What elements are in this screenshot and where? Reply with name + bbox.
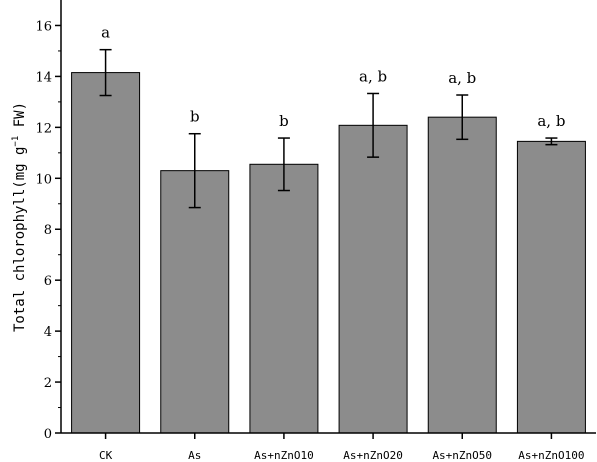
- significance-label: a, b: [537, 112, 565, 130]
- bar: [427, 116, 497, 434]
- x-tick-label: As+nZnO50: [432, 449, 492, 462]
- y-tick-label: 8: [44, 223, 52, 238]
- x-tick-label: As+nZnO20: [343, 449, 403, 462]
- bar: [160, 170, 230, 434]
- x-tick-label: As+nZnO100: [518, 449, 584, 462]
- bars: a b b a, b a, b a, b: [71, 24, 586, 434]
- y-tick-label: 0: [44, 427, 52, 442]
- bar: [249, 163, 319, 434]
- bar: [338, 124, 408, 434]
- y-tick-label: 14: [35, 70, 52, 85]
- x-tick-label: As: [188, 449, 201, 462]
- y-tick-label: 12: [35, 121, 52, 136]
- y-tick-label: 10: [35, 172, 52, 187]
- bar: [516, 140, 586, 434]
- y-tick-label: 4: [44, 325, 52, 340]
- x-tick-labels: CK As As+nZnO10 As+nZnO20 As+nZnO50 As+nZnO10…: [99, 449, 585, 462]
- y-axis-title-text: Total chlorophyll(mg g−1 FW): [11, 102, 28, 332]
- y-tick-label: 16: [35, 19, 52, 34]
- y-axis-title-main: Total chlorophyll(mg g: [12, 147, 28, 332]
- y-ticks: 0 2 4 6 8 10 12 14 16: [35, 19, 61, 442]
- y-axis-title-sup: −1: [11, 136, 21, 147]
- bar: [71, 72, 141, 434]
- significance-label: b: [190, 108, 200, 126]
- y-axis-title-tail: FW): [12, 102, 28, 136]
- axes: [60, 0, 596, 439]
- x-tick-label: As+nZnO10: [254, 449, 314, 462]
- y-tick-label: 6: [44, 274, 52, 289]
- significance-label: a, b: [448, 69, 476, 87]
- y-tick-label: 2: [44, 376, 52, 391]
- x-tick-label: CK: [99, 449, 113, 462]
- significance-label: b: [279, 112, 289, 130]
- y-axis-title: Total chlorophyll(mg g−1 FW): [11, 102, 28, 332]
- significance-label: a: [101, 24, 110, 42]
- significance-label: a, b: [359, 67, 387, 85]
